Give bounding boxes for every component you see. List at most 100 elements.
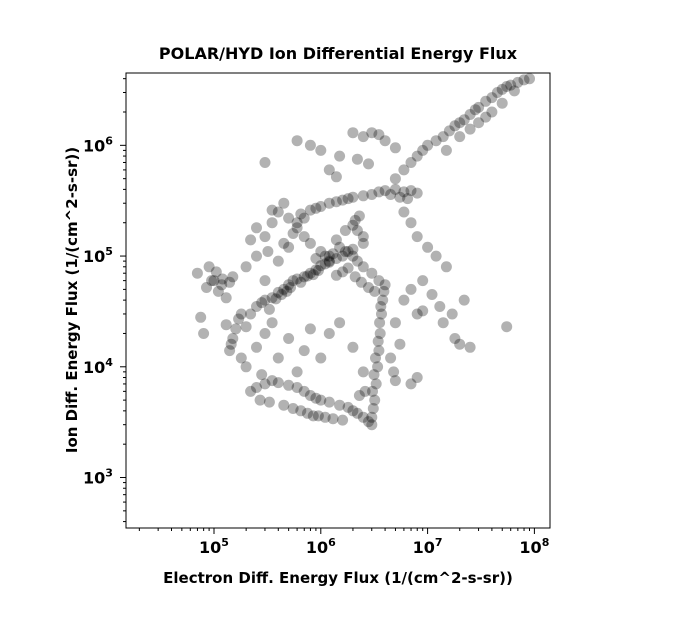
data-point <box>417 144 429 156</box>
data-point <box>201 282 212 293</box>
data-point <box>291 366 303 378</box>
data-point <box>357 261 369 273</box>
data-point <box>398 294 410 306</box>
data-point <box>411 372 423 383</box>
data-point <box>195 311 207 323</box>
data-point <box>251 222 262 234</box>
data-point <box>389 375 401 387</box>
data-point <box>363 158 374 170</box>
data-point <box>259 294 271 306</box>
data-point <box>298 385 310 397</box>
data-point <box>359 385 371 397</box>
data-point <box>266 217 278 229</box>
data-point <box>337 414 349 426</box>
y-tick-label: 104 <box>83 356 113 377</box>
data-point <box>270 293 282 305</box>
data-point <box>304 323 316 335</box>
data-points <box>191 73 535 431</box>
data-point <box>315 144 327 156</box>
data-point <box>379 135 391 147</box>
data-point <box>224 345 236 357</box>
data-point <box>411 187 423 199</box>
data-point <box>347 405 359 417</box>
data-point <box>266 204 278 216</box>
data-point <box>437 131 449 143</box>
data-point <box>235 308 247 320</box>
data-point <box>225 338 237 350</box>
data-point <box>224 276 236 288</box>
data-point <box>298 231 310 243</box>
data-point <box>323 250 335 262</box>
data-point <box>417 275 429 287</box>
data-point <box>310 392 322 404</box>
data-point <box>310 202 322 214</box>
data-point <box>496 83 508 95</box>
data-point <box>347 127 359 139</box>
data-point <box>251 301 262 312</box>
plot-frame <box>125 72 551 529</box>
data-point <box>291 217 303 229</box>
data-point <box>216 279 228 291</box>
data-point <box>291 273 303 285</box>
data-point <box>266 317 278 329</box>
data-point <box>363 416 374 428</box>
data-point <box>405 378 417 390</box>
data-point <box>304 390 316 401</box>
data-point <box>355 276 367 288</box>
data-point <box>245 234 257 246</box>
data-point <box>323 256 335 268</box>
data-point <box>307 269 319 281</box>
data-point <box>389 183 401 195</box>
data-point <box>210 266 222 278</box>
data-point <box>283 241 295 253</box>
data-point <box>281 285 293 297</box>
data-point <box>217 273 228 285</box>
data-point <box>235 352 247 364</box>
data-point <box>266 375 278 387</box>
data-point <box>388 366 400 378</box>
data-point <box>262 246 274 257</box>
data-point <box>302 270 313 282</box>
data-point <box>304 139 316 151</box>
data-point <box>287 275 299 287</box>
data-point <box>351 255 363 267</box>
data-point <box>508 85 520 97</box>
data-point <box>398 164 410 176</box>
data-point <box>385 189 397 200</box>
x-tick-label: 105 <box>199 536 229 557</box>
data-point <box>422 139 434 151</box>
data-point <box>373 275 385 287</box>
data-point <box>454 131 466 143</box>
data-point <box>480 95 492 107</box>
data-point <box>339 225 351 236</box>
data-point <box>342 193 354 205</box>
data-point <box>347 250 359 262</box>
data-point <box>278 283 290 295</box>
data-point <box>440 261 452 273</box>
data-point <box>291 382 303 393</box>
data-point <box>377 294 389 306</box>
data-point <box>298 345 310 357</box>
data-point <box>272 255 284 267</box>
data-point <box>491 87 503 98</box>
data-point <box>402 193 414 205</box>
data-point <box>357 231 369 243</box>
data-point <box>227 333 239 344</box>
data-point <box>347 191 359 203</box>
data-point <box>443 125 455 137</box>
data-point <box>283 279 295 291</box>
data-point <box>272 352 284 364</box>
data-point <box>240 361 252 373</box>
data-point <box>351 225 363 236</box>
data-point <box>357 131 369 143</box>
data-point <box>251 382 262 393</box>
data-point <box>411 150 423 162</box>
data-point <box>446 308 458 320</box>
data-point <box>368 369 380 381</box>
data-point <box>251 250 262 262</box>
data-point <box>337 266 349 278</box>
data-point <box>259 378 271 390</box>
data-point <box>304 267 316 279</box>
data-point <box>394 338 406 350</box>
